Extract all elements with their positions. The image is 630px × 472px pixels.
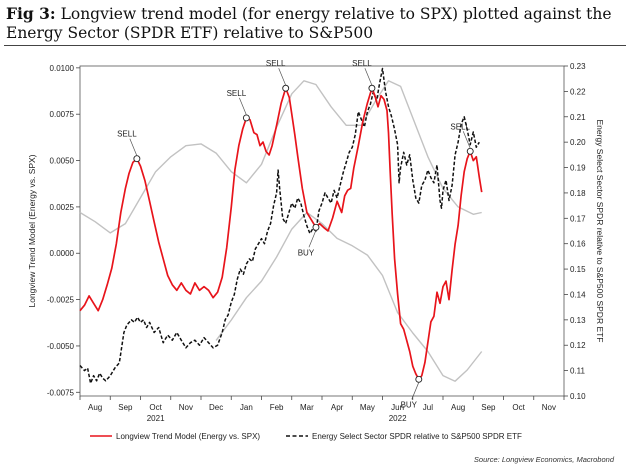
- signal-leader-line: [278, 68, 287, 86]
- signal-label-sell: SELL: [266, 59, 286, 68]
- x-tick-label: Nov: [179, 403, 193, 412]
- signal-marker-sell: [133, 155, 141, 163]
- right-tick-label: 0.19: [570, 164, 586, 173]
- source-note: Source: Longview Economics, Macrobond: [474, 455, 615, 464]
- left-tick-label: 0.0025: [50, 203, 75, 212]
- right-tick-label: 0.18: [570, 189, 586, 198]
- x-tick-label: Jan: [240, 403, 253, 412]
- signal-label-sell: SELL: [227, 89, 247, 98]
- x-tick-label: May: [360, 403, 375, 412]
- right-axis-ticks: 0.23 0.22 0.21 0.20 0.19 0.18 0.17 0.16 0.15 0.14…: [564, 62, 586, 401]
- left-tick-label: 0.0000: [50, 249, 75, 258]
- legend-label-spdr: Energy Select Sector SPDR relative to S&…: [312, 432, 522, 441]
- signal-marker-sell: [368, 84, 376, 92]
- signal-marker-sell: [282, 84, 290, 92]
- series-line-energy-select-sector-spdr-relative-to-s-p500-spdr-etf-1: [79, 67, 480, 385]
- right-tick-label: 0.17: [570, 214, 586, 223]
- x-year-label: 2022: [389, 414, 407, 423]
- right-tick-label: 0.12: [570, 341, 586, 350]
- x-tick-label: Apr: [331, 403, 344, 412]
- signal-label-sell: SELL: [352, 59, 372, 68]
- figure-label: Fig 3:: [6, 4, 56, 23]
- x-tick-label: Jul: [423, 403, 433, 412]
- x-tick-label: Oct: [512, 403, 525, 412]
- signal-marker-buy: [312, 223, 320, 231]
- x-tick-label: Dec: [209, 403, 223, 412]
- right-tick-label: 0.20: [570, 138, 586, 147]
- plot-frame: [79, 65, 565, 397]
- x-tick-label: Aug: [88, 403, 102, 412]
- left-axis-label: Longview Trend Model (Energy vs. SPX): [27, 154, 37, 307]
- right-tick-label: 0.11: [570, 367, 586, 376]
- legend-label-trend-model: Longview Trend Model (Energy vs. SPX): [116, 432, 260, 441]
- signal-leader-line: [462, 131, 471, 149]
- figure-title: Fig 3: Longview trend model (for energy …: [6, 4, 624, 43]
- signal-annotations: SELL SELL SELL BUY SELL BUY SELL: [117, 59, 474, 409]
- series-line-longview-trend-model-energy-vs-spx-0: [79, 87, 483, 381]
- band-lines: [79, 80, 483, 382]
- left-tick-label: 0.0075: [50, 110, 75, 119]
- right-tick-label: 0.22: [570, 87, 586, 96]
- series-line-upper-band-2: [79, 80, 482, 234]
- signal-marker-buy: [415, 375, 423, 383]
- signal-leader-line: [239, 97, 247, 116]
- title-divider: [4, 45, 626, 46]
- x-year-label: 2021: [147, 414, 165, 423]
- right-axis-label: Energy Select Sector SPDR relative to S&…: [595, 120, 605, 343]
- trend-model-series: [79, 87, 483, 381]
- right-tick-label: 0.10: [570, 392, 586, 401]
- x-tick-label: Aug: [451, 403, 465, 412]
- left-axis-ticks: 0.0100 0.0075 0.0050 0.0025 0.0000 -0.0025 -0.…: [47, 64, 80, 397]
- x-tick-label: Sep: [118, 403, 133, 412]
- signal-marker-sell: [466, 147, 474, 155]
- x-tick-label: Nov: [542, 403, 556, 412]
- signal-label-sell: SELL: [117, 130, 137, 139]
- signal-label-buy: BUY: [401, 400, 418, 409]
- right-tick-label: 0.23: [570, 62, 586, 71]
- left-tick-label: -0.0075: [47, 388, 75, 397]
- signal-leader-line: [364, 68, 373, 86]
- x-tick-label: Mar: [300, 403, 314, 412]
- x-tick-label: Sep: [481, 403, 496, 412]
- signal-label-sell: SELL: [450, 122, 470, 131]
- x-tick-label: Jun: [391, 403, 404, 412]
- left-tick-label: -0.0025: [47, 296, 75, 305]
- signal-label-buy: BUY: [298, 248, 315, 257]
- signal-leader-line: [308, 230, 317, 248]
- right-tick-label: 0.14: [570, 290, 586, 299]
- x-tick-label: Feb: [270, 403, 284, 412]
- signal-marker-sell: [242, 114, 250, 122]
- left-tick-label: 0.0050: [50, 157, 75, 166]
- x-axis-ticks: Aug Sep Oct Nov Dec Jan Feb Mar Apr May Jun Jul Aug S…: [79, 396, 565, 423]
- series-line-lower-band-3: [215, 211, 483, 382]
- spdr-series: [79, 67, 480, 385]
- signal-leader-line: [129, 138, 138, 156]
- legend: Longview Trend Model (Energy vs. SPX) En…: [90, 432, 522, 441]
- x-tick-label: Oct: [149, 403, 162, 412]
- right-tick-label: 0.21: [570, 113, 586, 122]
- right-tick-label: 0.16: [570, 240, 586, 249]
- right-tick-label: 0.15: [570, 265, 586, 274]
- figure-title-text: Longview trend model (for energy relativ…: [6, 5, 612, 42]
- left-tick-label: -0.0050: [47, 342, 75, 351]
- left-tick-label: 0.0100: [50, 64, 75, 73]
- right-tick-label: 0.13: [570, 316, 586, 325]
